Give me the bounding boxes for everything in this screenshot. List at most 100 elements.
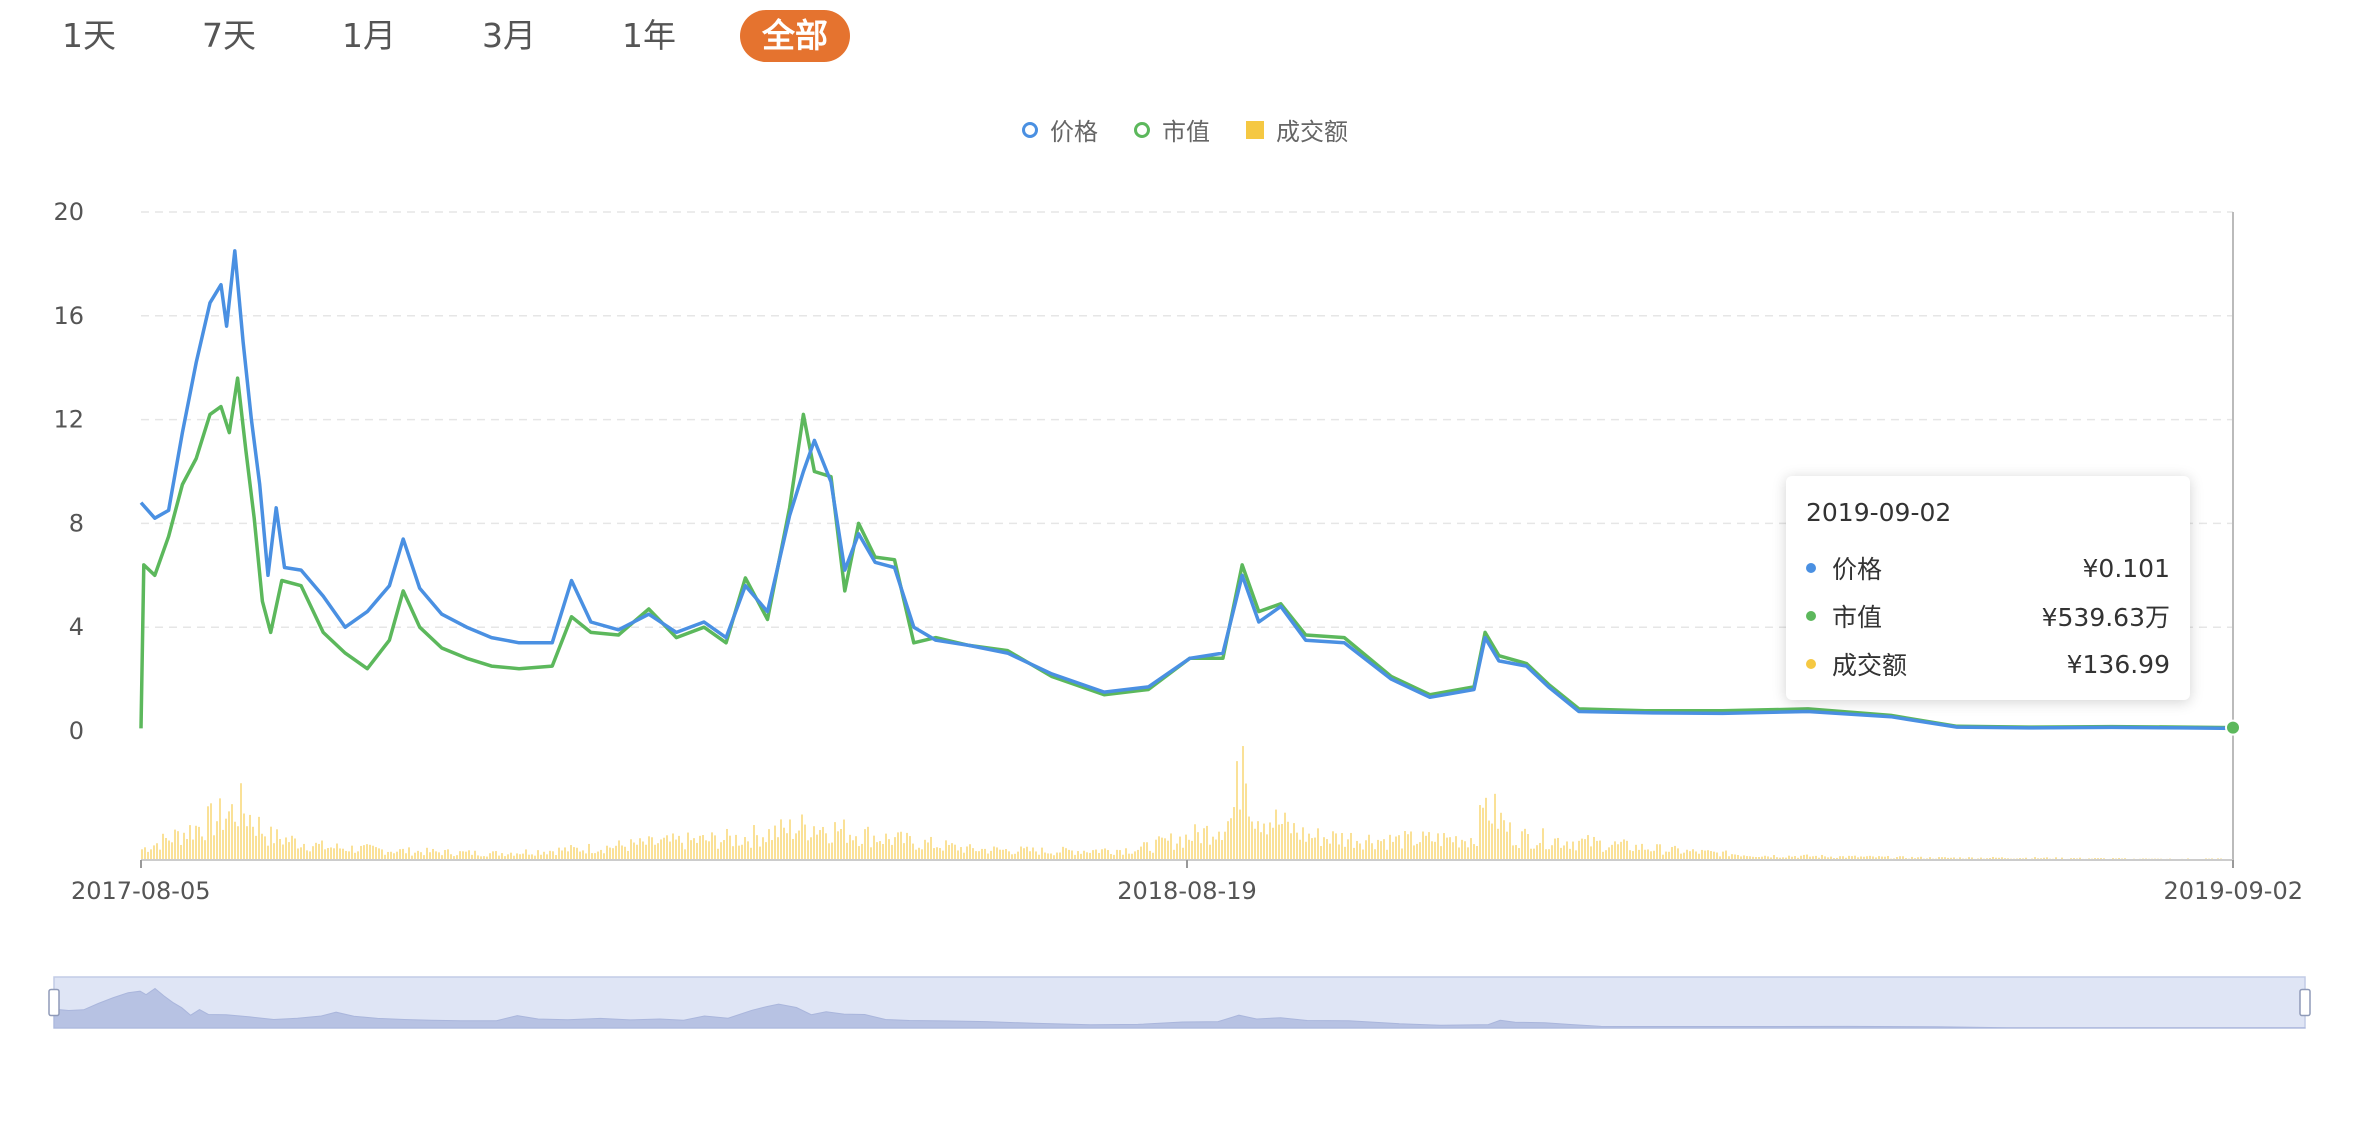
tooltip-value: ¥136.99 (2066, 649, 2170, 679)
volume-bar (237, 826, 239, 860)
volume-bar (255, 835, 257, 860)
volume-bar (1143, 842, 1145, 860)
volume-bar (594, 853, 596, 860)
tooltip-row-market-cap: 市值 ¥539.63万 (1806, 592, 2170, 640)
volume-bar (159, 849, 161, 860)
volume-bar (918, 847, 920, 860)
volume-bar (2079, 857, 2081, 860)
volume-bar (1257, 821, 1259, 860)
volume-bar (963, 852, 965, 860)
legend-item-market-cap[interactable]: 市值 (1134, 112, 1210, 147)
volume-bar (750, 847, 752, 860)
volume-bar (1071, 850, 1073, 860)
volume-bar (1629, 850, 1631, 860)
volume-bar (942, 850, 944, 860)
volume-bar (1947, 857, 1949, 860)
volume-bar (762, 837, 764, 860)
volume-bar (543, 851, 545, 860)
volume-bar (1242, 746, 1244, 860)
legend-item-price[interactable]: 价格 (1022, 112, 1098, 147)
volume-bar (168, 840, 170, 860)
volume-bar (987, 853, 989, 860)
volume-bar (1029, 851, 1031, 860)
volume-bar (1293, 823, 1295, 860)
volume-bar (819, 830, 821, 860)
volume-bar (573, 847, 575, 860)
volume-bar (993, 846, 995, 860)
volume-bar (309, 851, 311, 860)
volume-bar (1671, 847, 1673, 860)
volume-bar (1299, 839, 1301, 860)
volume-bar (273, 843, 275, 860)
volume-bar (966, 846, 968, 860)
volume-bar (219, 798, 221, 860)
volume-bar (1443, 833, 1445, 860)
volume-bar (459, 851, 461, 860)
volume-bar (1857, 857, 1859, 860)
data-zoom-slider[interactable] (48, 976, 2311, 1029)
volume-bar (900, 831, 902, 860)
volume-bar (378, 848, 380, 860)
volume-bar (1326, 839, 1328, 860)
volume-bar (1044, 852, 1046, 860)
volume-bar (1062, 846, 1064, 860)
volume-bar (465, 851, 467, 860)
zoom-handle (2299, 988, 2311, 1017)
volume-bar (1407, 834, 1409, 860)
volume-bar (711, 832, 713, 860)
volume-bar (1728, 856, 1730, 860)
volume-bar (909, 836, 911, 860)
volume-bar (396, 851, 398, 860)
volume-bar (387, 851, 389, 860)
volume-bar (1644, 849, 1646, 860)
volume-bar (1467, 847, 1469, 860)
x-tick-label: 2018-08-19 (1117, 877, 1256, 905)
volume-bar (1347, 839, 1349, 860)
volume-bar (786, 833, 788, 860)
volume-bar (1863, 856, 1865, 860)
volume-bar (1203, 828, 1205, 860)
range-button-7d[interactable]: 7天 (202, 16, 256, 55)
volume-bar (240, 783, 242, 860)
volume-bar (336, 843, 338, 860)
volume-bar (1818, 857, 1820, 860)
legend-item-volume[interactable]: 成交额 (1246, 112, 1348, 147)
volume-bar (201, 836, 203, 860)
volume-bar (1608, 847, 1610, 860)
volume-bar (1104, 848, 1106, 860)
volume-bar (603, 853, 605, 860)
range-button-1y[interactable]: 1年 (622, 16, 676, 55)
volume-bar (1173, 849, 1175, 860)
volume-bar (570, 845, 572, 860)
volume-bar (642, 841, 644, 860)
volume-bar (1155, 839, 1157, 860)
volume-bar (1296, 832, 1298, 860)
range-button-3m[interactable]: 3月 (482, 16, 536, 55)
volume-bar (183, 832, 185, 860)
volume-bar (648, 836, 650, 860)
volume-bar (1254, 828, 1256, 860)
volume-bar (1707, 850, 1709, 860)
volume-bar (1533, 848, 1535, 860)
volume-bar (1683, 852, 1685, 860)
volume-bar (390, 851, 392, 860)
volume-bar (888, 839, 890, 860)
volume-bar (1713, 851, 1715, 860)
volume-bar (1953, 857, 1955, 860)
volume-bar (1716, 852, 1718, 860)
range-button-all[interactable]: 全部 (740, 10, 850, 62)
range-button-1d[interactable]: 1天 (62, 16, 116, 55)
volume-bar (1455, 836, 1457, 860)
volume-bar (495, 851, 497, 860)
y-tick-label: 4 (69, 613, 84, 641)
circle-marker-icon (1134, 121, 1150, 138)
volume-bar (348, 851, 350, 860)
volume-bar (1569, 848, 1571, 860)
volume-bar (492, 851, 494, 860)
range-button-1m[interactable]: 1月 (342, 16, 396, 55)
volume-bar (246, 826, 248, 860)
volume-bar (837, 831, 839, 860)
volume-bar (1323, 837, 1325, 860)
volume-bar (792, 838, 794, 860)
volume-bar (144, 847, 146, 860)
